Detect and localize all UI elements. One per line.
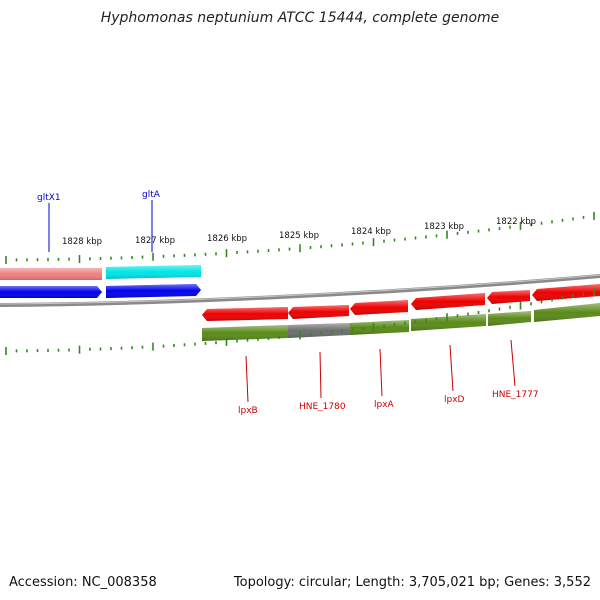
gene-gltX1-shine — [0, 268, 102, 280]
genome-info-text: Topology: circular; Length: 3,705,021 bp… — [233, 575, 591, 590]
ruler-label-1822: 1822 kbp — [496, 217, 536, 227]
gene-label-leader-lpxD — [449, 344, 454, 392]
gene-blue-arrow-2-shine — [106, 284, 201, 298]
gene-red-shine-2 — [288, 305, 349, 319]
outer-tick-ring — [5, 211, 595, 264]
ruler-label-1826: 1826 kbp — [207, 234, 247, 244]
gene-label-lpxA[interactable]: lpxA — [374, 400, 395, 410]
gene-grey-shine — [288, 323, 350, 338]
gene-label-leader-lpxA — [379, 348, 383, 397]
gene-red-shine-5 — [487, 290, 530, 304]
gene-red-shine-3 — [350, 300, 408, 315]
gene-olive-shine-2 — [350, 320, 409, 335]
gene-label-lpxB[interactable]: lpxB — [238, 406, 258, 416]
gene-red-shine-4 — [411, 293, 485, 310]
gene-label-lpxD[interactable]: lpxD — [444, 395, 465, 405]
ruler-label-1824: 1824 kbp — [351, 227, 391, 237]
gene-red-shine-6 — [532, 284, 600, 301]
gene-label-gltX1[interactable]: gltX1 — [37, 193, 61, 203]
ruler-label-1823: 1823 kbp — [424, 222, 464, 232]
gene-label-leader-HNE_1780 — [319, 351, 322, 399]
accession-text: Accession: NC_008358 — [9, 575, 157, 590]
gene-label-HNE_1777[interactable]: HNE_1777 — [492, 390, 539, 400]
gene-blue-arrow-1-shine — [0, 286, 102, 298]
forward-strand-genes — [0, 265, 201, 298]
gene-label-gltA[interactable]: gltA — [142, 190, 161, 200]
reverse-strand-arrows — [202, 284, 600, 321]
inner-tick-ring — [5, 288, 595, 355]
forward-gene-labels: gltX1 gltA — [37, 190, 161, 252]
gene-label-HNE_1780[interactable]: HNE_1780 — [299, 402, 346, 412]
gene-olive-shine-1 — [202, 325, 288, 341]
gene-label-leader-HNE_1777 — [510, 339, 516, 387]
ruler-label-1827: 1827 kbp — [135, 236, 175, 246]
gene-gltA-shine — [106, 265, 201, 279]
ruler-label-1828: 1828 kbp — [62, 237, 102, 247]
ruler-labels: 1828 kbp 1827 kbp 1826 kbp 1825 kbp 1824… — [62, 217, 536, 247]
gene-olive-shine-5 — [534, 303, 600, 322]
ruler-label-1825: 1825 kbp — [279, 231, 319, 241]
genome-backbone — [0, 274, 600, 307]
gene-red-shine-1 — [202, 307, 288, 321]
genome-title: Hyphomonas neptunium ATCC 15444, complet… — [100, 10, 500, 26]
gene-olive-shine-3 — [411, 314, 486, 331]
reverse-gene-labels: lpxB HNE_1780 lpxA lpxD HNE_1777 — [238, 339, 539, 416]
genome-backbone-highlight — [0, 274, 600, 305]
gene-label-leader-lpxB — [245, 355, 249, 403]
gene-olive-shine-4 — [488, 311, 531, 326]
reverse-strand-blocks — [202, 303, 600, 341]
